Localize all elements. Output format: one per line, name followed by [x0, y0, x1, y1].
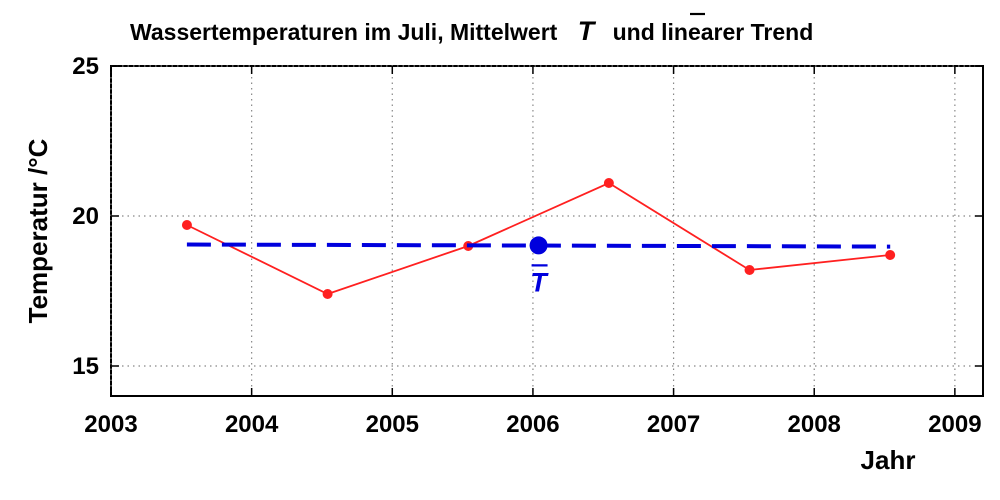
mean-point: [529, 236, 548, 255]
temperature-point: [603, 178, 614, 188]
x-tick-label: 2005: [366, 411, 419, 438]
chart-title: Wassertemperaturen im Juli, Mittelwert T…: [130, 16, 813, 46]
temperature-point: [322, 289, 333, 299]
y-axis-label: Temperatur /°C: [23, 138, 53, 323]
chart-title-symbol: T: [578, 16, 597, 46]
grid: [110, 65, 983, 396]
temperature-point: [885, 250, 896, 260]
x-axis-label: Jahr: [861, 445, 916, 475]
y-tick-label: 20: [72, 203, 99, 230]
x-tick-label: 2008: [788, 411, 841, 438]
ticks: [110, 65, 983, 396]
tick-labels: 2003 2004 2005 2006 2007 2008 2009 15 20 25: [72, 53, 981, 438]
mean: T: [529, 236, 549, 297]
chart-title-prefix: Wassertemperaturen im Juli, Mittelwert: [130, 19, 558, 45]
chart-title-suffix: und linearer Trend: [613, 19, 814, 45]
temperature-line: [186, 181, 891, 295]
x-tick-label: 2004: [225, 411, 279, 438]
plot-area: [110, 65, 984, 397]
x-tick-label: 2006: [506, 411, 559, 438]
x-tick-label: 2009: [928, 411, 981, 438]
temperature-point: [744, 265, 755, 275]
mean-label: T: [530, 267, 549, 297]
x-tick-label: 2007: [647, 411, 700, 438]
x-tick-label: 2003: [84, 411, 137, 438]
y-tick-label: 25: [72, 53, 99, 80]
temperature-point: [181, 220, 192, 230]
y-tick-label: 15: [72, 353, 99, 380]
